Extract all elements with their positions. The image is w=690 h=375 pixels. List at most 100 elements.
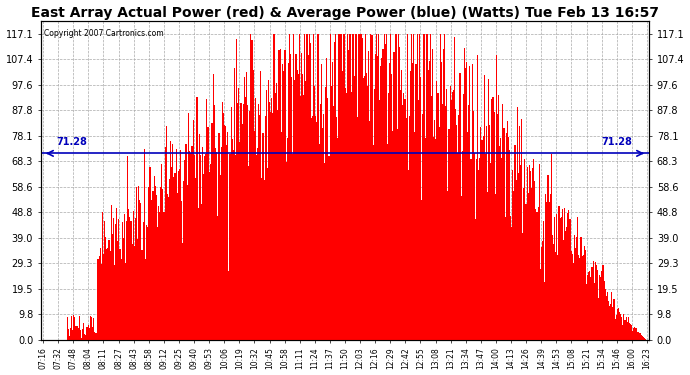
Bar: [110, 205, 112, 340]
Bar: [138, 186, 139, 340]
Bar: [384, 44, 386, 340]
Bar: [567, 213, 569, 340]
Bar: [621, 317, 622, 340]
Text: 71.28: 71.28: [602, 137, 633, 147]
Bar: [144, 149, 145, 340]
Bar: [349, 33, 351, 340]
Bar: [139, 200, 140, 340]
Bar: [635, 328, 637, 340]
Bar: [94, 332, 95, 340]
Bar: [331, 86, 332, 340]
Bar: [495, 55, 497, 340]
Bar: [640, 333, 641, 340]
Bar: [618, 308, 619, 340]
Bar: [638, 332, 639, 340]
Bar: [417, 100, 419, 340]
Bar: [264, 180, 265, 340]
Bar: [512, 170, 513, 340]
Bar: [277, 110, 278, 340]
Bar: [518, 172, 519, 340]
Bar: [91, 317, 92, 340]
Bar: [352, 33, 353, 340]
Bar: [611, 292, 612, 340]
Bar: [162, 189, 164, 340]
Bar: [478, 170, 480, 340]
Bar: [125, 263, 126, 340]
Bar: [108, 240, 110, 340]
Bar: [499, 146, 500, 340]
Bar: [577, 217, 578, 340]
Bar: [379, 100, 380, 340]
Bar: [97, 258, 99, 340]
Bar: [346, 93, 347, 340]
Bar: [441, 62, 442, 340]
Bar: [633, 328, 634, 340]
Text: Copyright 2007 Cartronics.com: Copyright 2007 Cartronics.com: [44, 29, 164, 38]
Bar: [462, 151, 463, 340]
Bar: [167, 194, 168, 340]
Bar: [149, 166, 150, 340]
Bar: [332, 62, 333, 340]
Bar: [243, 104, 244, 340]
Bar: [511, 227, 512, 340]
Bar: [117, 242, 119, 340]
Bar: [123, 238, 124, 340]
Bar: [554, 217, 555, 340]
Bar: [539, 164, 540, 340]
Bar: [164, 212, 165, 340]
Bar: [632, 331, 633, 340]
Bar: [299, 33, 300, 340]
Bar: [268, 80, 269, 340]
Bar: [367, 86, 368, 340]
Bar: [628, 317, 629, 340]
Bar: [221, 102, 223, 340]
Bar: [400, 90, 401, 340]
Bar: [101, 264, 102, 340]
Bar: [284, 50, 286, 340]
Bar: [228, 271, 230, 340]
Bar: [519, 126, 520, 340]
Bar: [517, 107, 518, 340]
Bar: [642, 336, 643, 340]
Bar: [645, 339, 647, 340]
Bar: [624, 320, 626, 340]
Bar: [137, 238, 138, 340]
Bar: [386, 33, 387, 340]
Bar: [239, 142, 241, 340]
Bar: [439, 127, 440, 340]
Bar: [547, 175, 549, 340]
Bar: [586, 284, 587, 340]
Bar: [489, 125, 490, 340]
Bar: [224, 125, 225, 340]
Bar: [323, 114, 324, 340]
Bar: [498, 95, 499, 340]
Bar: [589, 271, 591, 340]
Bar: [195, 178, 197, 340]
Bar: [215, 148, 216, 340]
Bar: [172, 144, 173, 340]
Bar: [79, 315, 80, 340]
Bar: [534, 182, 535, 340]
Bar: [587, 274, 588, 340]
Bar: [232, 139, 233, 340]
Bar: [544, 282, 545, 340]
Bar: [202, 147, 203, 340]
Bar: [389, 63, 390, 340]
Bar: [259, 115, 260, 340]
Bar: [529, 165, 530, 340]
Bar: [497, 114, 498, 340]
Bar: [246, 72, 247, 340]
Bar: [401, 70, 402, 340]
Title: East Array Actual Power (red) & Average Power (blue) (Watts) Tue Feb 13 16:57: East Array Actual Power (red) & Average …: [31, 6, 659, 20]
Bar: [244, 76, 245, 340]
Bar: [290, 54, 291, 340]
Bar: [245, 97, 246, 340]
Bar: [558, 206, 560, 340]
Bar: [446, 88, 447, 340]
Bar: [193, 120, 195, 340]
Bar: [116, 209, 117, 340]
Bar: [310, 43, 311, 340]
Bar: [513, 190, 515, 340]
Bar: [201, 204, 202, 340]
Bar: [256, 155, 257, 340]
